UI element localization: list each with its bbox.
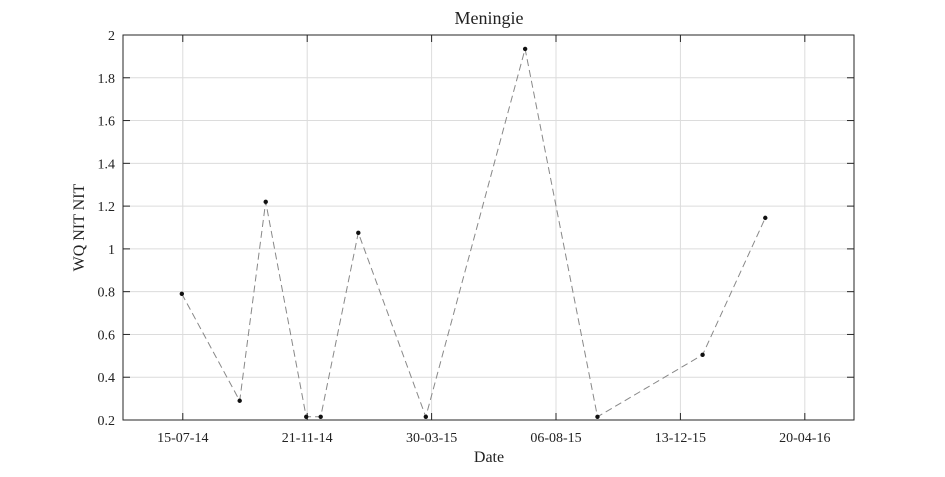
x-tick-label: 21-11-14 bbox=[282, 431, 333, 446]
data-point bbox=[237, 398, 242, 403]
plot-frame bbox=[122, 34, 855, 421]
y-tick-label: 0.6 bbox=[98, 328, 116, 343]
y-tick-label: 1.8 bbox=[98, 72, 116, 87]
x-tick-label: 13-12-15 bbox=[655, 431, 706, 446]
x-tick-label: 20-04-16 bbox=[779, 431, 830, 446]
y-tick-label: 0.4 bbox=[98, 371, 116, 386]
tick-layer: 15-07-14 21-11-14 30-03-15 06-08-15 13-12-15… bbox=[98, 29, 854, 446]
chart-title: Meningie bbox=[455, 8, 524, 28]
y-tick-label: 0.8 bbox=[98, 286, 116, 301]
data-point bbox=[700, 352, 705, 357]
data-point bbox=[304, 414, 309, 419]
y-tick-label: 2 bbox=[108, 29, 115, 44]
y-tick-label: 1.2 bbox=[98, 200, 116, 215]
x-tick-label: 06-08-15 bbox=[530, 431, 581, 446]
x-axis-label: Date bbox=[474, 449, 504, 466]
data-point bbox=[522, 46, 528, 52]
data-point bbox=[356, 230, 361, 236]
data-point bbox=[179, 291, 185, 297]
data-point bbox=[763, 215, 768, 221]
series-layer bbox=[179, 46, 768, 419]
x-tick-label: 15-07-14 bbox=[157, 431, 208, 446]
y-tick-label: 0.2 bbox=[98, 414, 116, 429]
data-point bbox=[263, 199, 268, 205]
grid-layer bbox=[123, 35, 854, 420]
x-tick-label: 30-03-15 bbox=[406, 431, 457, 446]
y-axis-label: WQ NIT NIT bbox=[71, 183, 88, 271]
data-point bbox=[595, 414, 600, 419]
y-tick-label: 1.6 bbox=[98, 115, 116, 130]
data-point bbox=[423, 414, 429, 419]
y-tick-label: 1 bbox=[108, 243, 115, 258]
y-tick-label: 1.4 bbox=[98, 157, 116, 172]
data-point bbox=[318, 414, 323, 419]
